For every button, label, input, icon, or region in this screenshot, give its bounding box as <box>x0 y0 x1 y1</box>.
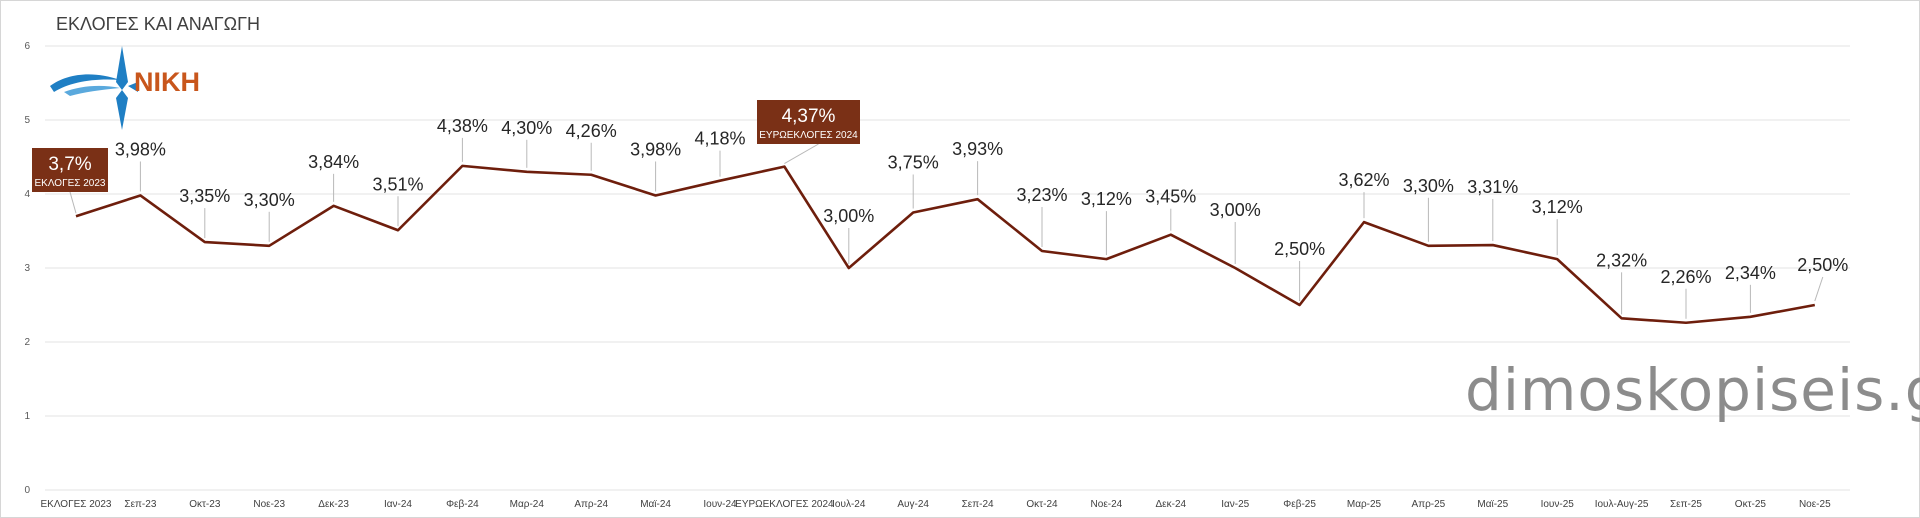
party-logo: NIKH <box>50 46 200 130</box>
x-tick-label: Μαρ-24 <box>510 499 545 510</box>
x-tick-label: Σεπ-23 <box>124 499 156 510</box>
x-tick-label: Απρ-25 <box>1412 499 1446 510</box>
watermark: dimoskopiseis.gr <box>1465 356 1920 424</box>
data-label: 3,75% <box>888 153 939 173</box>
x-tick-label: Μαϊ-24 <box>640 499 671 510</box>
label-leader-line <box>1814 276 1824 302</box>
data-label: 3,30% <box>1403 176 1454 196</box>
x-tick-label: Σεπ-24 <box>962 499 994 510</box>
x-tick-label: Νοε-24 <box>1091 499 1123 510</box>
x-tick-label: Ιαν-25 <box>1221 499 1249 510</box>
x-tick-label: Ιαν-24 <box>384 499 412 510</box>
data-label: 4,18% <box>694 129 745 149</box>
x-tick-label: Μαρ-25 <box>1347 499 1382 510</box>
data-label: 3,62% <box>1338 170 1389 190</box>
x-tick-label: Σεπ-25 <box>1670 499 1702 510</box>
x-tick-label: Νοε-25 <box>1799 499 1831 510</box>
data-label: 3,23% <box>1016 185 1067 205</box>
y-tick-label: 1 <box>24 411 30 422</box>
x-tick-label: Ιουν-24 <box>703 499 737 510</box>
x-tick-label: Οκτ-24 <box>1026 499 1058 510</box>
callout-leader-line <box>784 143 819 165</box>
callout-value: 3,7% <box>48 154 91 175</box>
x-tick-label: Δεκ-24 <box>1156 499 1187 510</box>
data-label: 3,31% <box>1467 177 1518 197</box>
y-tick-label: 5 <box>24 115 30 126</box>
data-label: 3,35% <box>179 186 230 206</box>
x-tick-label: Νοε-23 <box>253 499 285 510</box>
y-tick-label: 2 <box>24 337 30 348</box>
x-tick-label: Φεβ-25 <box>1283 499 1316 510</box>
data-label: 3,98% <box>630 139 681 159</box>
x-tick-label: Φεβ-24 <box>446 499 479 510</box>
data-label: 3,00% <box>823 206 874 226</box>
y-tick-label: 4 <box>24 189 30 200</box>
data-label: 4,30% <box>501 118 552 138</box>
x-tick-label: Οκτ-25 <box>1735 499 1767 510</box>
callout-box <box>32 148 108 192</box>
x-tick-label: Ιουν-25 <box>1541 499 1575 510</box>
logo-text: NIKH <box>134 67 200 97</box>
x-tick-label: Ιουλ-24 <box>832 499 866 510</box>
chart-title: ΕΚΛΟΓΕΣ ΚΑΙ ΑΝΑΓΩΓΗ <box>56 14 261 34</box>
data-label: 2,34% <box>1725 263 1776 283</box>
x-tick-label: Απρ-24 <box>574 499 608 510</box>
x-tick-label: ΕΥΡΩΕΚΛΟΓΕΣ 2024 <box>735 499 834 510</box>
data-label: 3,12% <box>1081 189 1132 209</box>
data-label: 3,93% <box>952 139 1003 159</box>
data-label: 3,51% <box>372 174 423 194</box>
data-label: 4,38% <box>437 116 488 136</box>
x-tick-label: Ιουλ-Αυγ-25 <box>1595 499 1649 510</box>
x-tick-label: ΕΚΛΟΓΕΣ 2023 <box>41 499 112 510</box>
y-tick-label: 0 <box>24 485 30 496</box>
data-label: 3,00% <box>1210 200 1261 220</box>
data-label: 2,50% <box>1797 255 1848 275</box>
callout-value: 4,37% <box>782 106 836 127</box>
callout-label: ΕΚΛΟΓΕΣ 2023 <box>35 178 106 189</box>
x-tick-label: Αυγ-24 <box>897 499 929 510</box>
logo-emblem-icon <box>50 46 138 130</box>
series-line <box>75 164 1816 325</box>
callout-leader-line <box>69 191 77 214</box>
y-tick-label: 3 <box>24 263 30 274</box>
data-label: 2,32% <box>1596 250 1647 270</box>
data-label: 3,84% <box>308 152 359 172</box>
data-label: 3,12% <box>1532 197 1583 217</box>
data-label: 2,50% <box>1274 239 1325 259</box>
data-label: 3,30% <box>244 190 295 210</box>
x-tick-label: Οκτ-23 <box>189 499 221 510</box>
callout-label: ΕΥΡΩΕΚΛΟΓΕΣ 2024 <box>759 130 858 141</box>
data-label: 4,26% <box>566 121 617 141</box>
data-label: 3,98% <box>115 139 166 159</box>
data-label: 2,26% <box>1660 267 1711 287</box>
y-tick-label: 6 <box>24 41 30 52</box>
x-tick-label: Μαϊ-25 <box>1477 499 1508 510</box>
data-label: 3,45% <box>1145 187 1196 207</box>
callout-box <box>757 100 860 144</box>
x-tick-label: Δεκ-23 <box>318 499 349 510</box>
